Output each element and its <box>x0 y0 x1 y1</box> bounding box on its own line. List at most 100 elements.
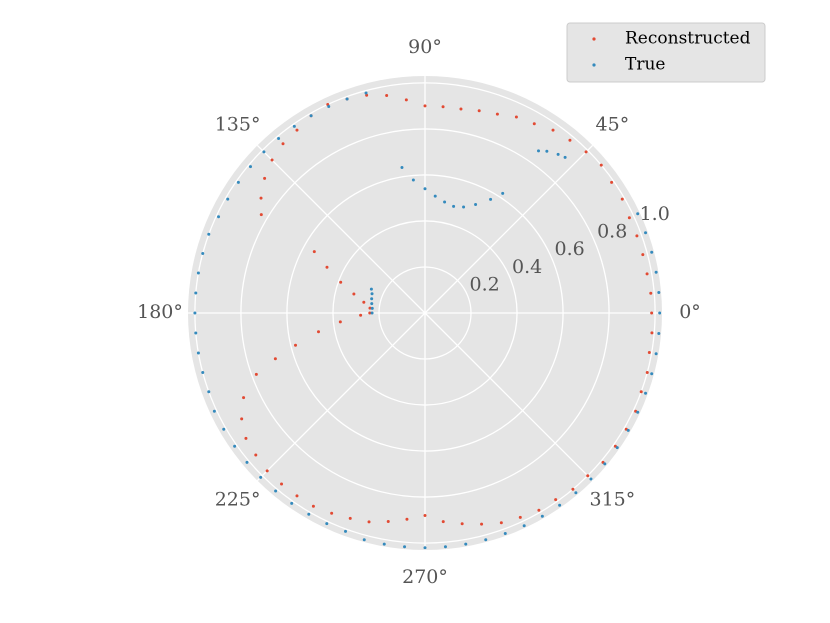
data-point <box>236 180 240 184</box>
legend-box <box>566 22 766 83</box>
data-point <box>245 460 249 464</box>
data-point <box>644 231 648 235</box>
data-point <box>610 180 614 184</box>
data-point <box>574 491 578 495</box>
data-point <box>639 390 643 394</box>
data-point <box>254 372 258 376</box>
data-point <box>201 371 205 375</box>
data-point <box>489 197 493 201</box>
data-point <box>265 469 269 473</box>
data-point <box>459 107 463 111</box>
data-point <box>522 524 526 528</box>
data-point <box>370 306 374 310</box>
data-point <box>263 176 267 180</box>
data-point <box>344 529 348 533</box>
data-point <box>273 357 277 361</box>
data-point <box>484 538 488 542</box>
data-point <box>654 270 658 274</box>
angular-grid-line <box>424 312 594 482</box>
radial-tick-label: 0.4 <box>512 256 542 278</box>
data-point <box>452 204 456 208</box>
data-point <box>404 98 408 102</box>
data-point <box>217 215 221 219</box>
data-point <box>193 311 197 315</box>
data-point <box>364 91 368 95</box>
data-point <box>441 105 445 109</box>
data-point <box>212 409 216 413</box>
data-point <box>571 487 575 491</box>
data-point <box>423 546 427 550</box>
data-point <box>556 152 560 156</box>
data-point <box>411 178 415 182</box>
data-point <box>370 311 374 315</box>
data-point <box>503 532 507 536</box>
angular-grid-line <box>256 144 426 314</box>
data-point <box>657 291 661 295</box>
data-point <box>620 197 624 201</box>
data-point <box>558 503 562 507</box>
data-point <box>295 494 299 498</box>
data-point <box>423 513 427 517</box>
angular-grid-line <box>256 312 426 482</box>
data-point <box>441 520 445 524</box>
data-point <box>196 271 200 275</box>
data-point <box>423 187 427 191</box>
data-point <box>244 436 248 440</box>
data-point <box>545 149 549 153</box>
data-point <box>368 311 372 315</box>
data-point <box>599 163 603 167</box>
data-point <box>207 390 211 394</box>
data-point <box>654 352 658 356</box>
legend-marker <box>592 37 596 41</box>
data-point <box>537 149 541 153</box>
data-point <box>254 453 258 457</box>
data-point <box>403 545 407 549</box>
angular-tick-label: 45° <box>596 114 630 136</box>
radial-tick-label: 0.2 <box>470 273 500 295</box>
data-point <box>645 371 649 375</box>
data-point <box>518 515 522 519</box>
data-point <box>385 93 389 97</box>
data-point <box>259 475 263 479</box>
data-point <box>514 115 518 119</box>
data-point <box>312 250 316 254</box>
data-point <box>277 136 281 140</box>
data-point <box>369 287 373 291</box>
data-point <box>330 511 334 515</box>
data-point <box>362 300 366 304</box>
data-point <box>290 501 294 505</box>
data-point <box>627 216 631 220</box>
data-point <box>499 521 503 525</box>
data-point <box>222 427 226 431</box>
data-point <box>464 542 468 546</box>
data-point <box>443 200 447 204</box>
data-point <box>650 331 654 335</box>
data-point <box>382 542 386 546</box>
data-point <box>316 330 320 334</box>
data-point <box>589 477 593 481</box>
data-point <box>405 517 409 521</box>
data-point <box>345 97 349 101</box>
data-point <box>370 297 374 301</box>
data-point <box>615 446 619 450</box>
data-point <box>460 522 464 526</box>
data-point <box>657 331 661 335</box>
data-point <box>362 538 366 542</box>
data-point <box>201 251 205 255</box>
angular-grid-line <box>424 144 594 314</box>
data-point <box>367 520 371 524</box>
angular-tick-label: 315° <box>590 488 636 510</box>
angular-tick-label: 180° <box>137 301 183 323</box>
data-point <box>226 197 230 201</box>
legend-marker <box>592 63 596 67</box>
data-point <box>540 514 544 518</box>
data-point <box>645 272 649 276</box>
angular-tick-label: 90° <box>408 36 442 58</box>
data-point <box>194 291 198 295</box>
data-point <box>386 519 390 523</box>
data-point <box>352 292 356 296</box>
legend-label: Reconstructed <box>625 29 751 49</box>
data-point <box>603 462 607 466</box>
data-point <box>294 343 298 347</box>
